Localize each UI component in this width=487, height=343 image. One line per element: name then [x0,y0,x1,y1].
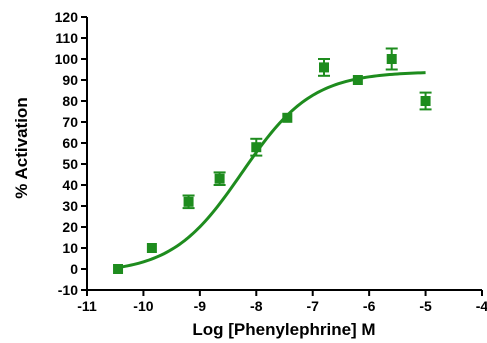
data-point [386,54,397,64]
x-tick-label: -8 [250,298,263,314]
x-tick-label: -6 [363,298,376,314]
x-tick-label: -11 [77,298,97,314]
plot-area [113,47,432,274]
y-tick-label: 60 [62,135,78,151]
data-point [113,264,124,274]
data-point [146,243,157,253]
x-tick-label: -4 [476,298,487,314]
data-point [352,75,363,85]
x-axis-label: Log [Phenylephrine] M [192,320,375,339]
x-tick-label: -9 [194,298,207,314]
x-tick-label: -10 [133,298,153,314]
x-tick-label: -7 [306,298,319,314]
y-tick-label: 20 [62,219,78,235]
data-point [282,112,293,123]
y-tick-label: 70 [62,114,78,130]
x-tick-label: -5 [419,298,432,314]
axes: -11 -10 -9 -8 -7 -6 -5 -4-100102030405060708090… [55,9,487,314]
y-tick-label: 110 [55,30,78,46]
y-tick-label: -10 [58,282,78,298]
y-tick-label: 10 [62,240,78,256]
data-point [420,96,431,106]
y-tick-label: 30 [62,198,78,214]
data-point [251,142,262,153]
y-tick-label: 90 [62,72,78,88]
data-point [214,173,225,184]
y-axis-label: % Activation [12,97,31,198]
data-point [183,196,194,207]
y-tick-label: 0 [70,261,78,277]
y-tick-label: 80 [62,93,78,109]
fit-curve [117,71,426,270]
y-tick-label: 40 [62,177,78,193]
y-tick-label: 50 [62,156,78,172]
y-tick-label: 100 [55,51,79,67]
y-tick-label: 120 [55,9,79,25]
data-point [319,62,329,73]
